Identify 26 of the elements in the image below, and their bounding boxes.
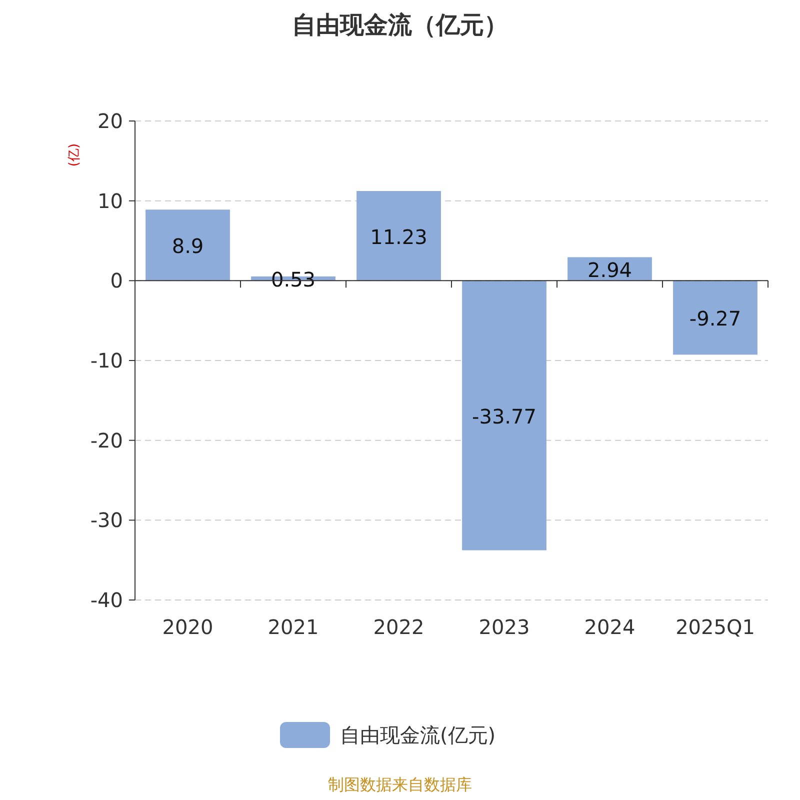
y-tick-label: -40 bbox=[90, 588, 123, 612]
y-tick-label: -30 bbox=[90, 508, 123, 532]
data-label: -9.27 bbox=[689, 306, 742, 331]
x-tick-label: 2022 bbox=[373, 615, 424, 639]
y-tick-label: -20 bbox=[90, 428, 123, 452]
y-tick-label: 20 bbox=[98, 109, 123, 133]
chart-title: 自由现金流（亿元） bbox=[292, 11, 508, 39]
bar bbox=[356, 191, 441, 281]
y-tick-label: -10 bbox=[90, 348, 123, 372]
data-label: 8.9 bbox=[172, 234, 204, 258]
data-label: 11.23 bbox=[370, 224, 428, 249]
x-tick-label: 2020 bbox=[162, 615, 214, 639]
x-tick-label: 2021 bbox=[268, 615, 319, 639]
data-label: -33.77 bbox=[472, 404, 536, 428]
text: 制图数据来自数据库 bbox=[328, 775, 472, 794]
y-axis-title: (亿) bbox=[67, 143, 82, 167]
x-tick-label: 2025Q1 bbox=[676, 615, 755, 639]
bar bbox=[673, 280, 758, 355]
bar bbox=[462, 280, 546, 550]
x-tick-label: 2023 bbox=[478, 615, 530, 639]
y-tick-label: 0 bbox=[110, 268, 123, 293]
x-tick-label: 2024 bbox=[584, 615, 636, 639]
bar bbox=[146, 210, 230, 281]
y-tick-label: 10 bbox=[98, 188, 123, 213]
data-label: 2.94 bbox=[587, 258, 632, 282]
legend-label: 自由现金流(亿元) bbox=[340, 723, 496, 747]
